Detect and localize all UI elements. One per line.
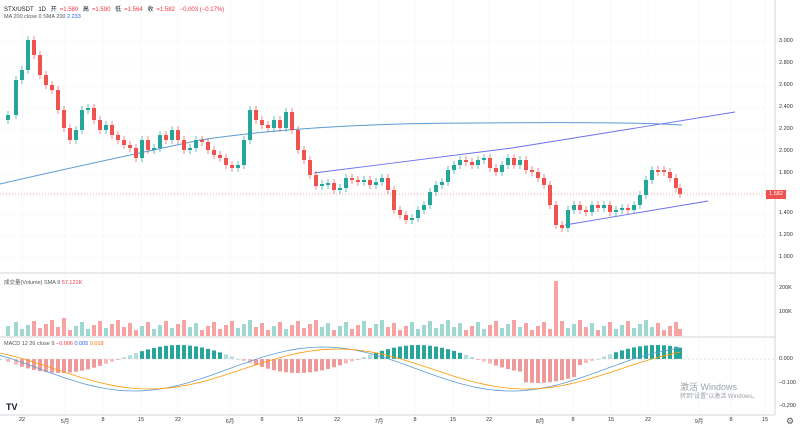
symbol-name[interactable]: STX/USDT — [4, 7, 34, 13]
time-tick: 5月 — [60, 419, 70, 425]
macd-hist-value: −0.006 — [55, 341, 73, 347]
time-tick: 15 — [761, 417, 769, 423]
time-tick: 8 — [101, 417, 105, 423]
interval-label[interactable]: 1D — [38, 7, 47, 13]
time-tick: 8 — [260, 417, 264, 423]
close-label: 收 — [147, 7, 154, 13]
macd-histogram-series — [0, 345, 682, 383]
price-tick: 3.000 — [779, 38, 793, 44]
trendline-lower — [564, 200, 709, 226]
change-value: −0.003 (−0.17%) — [179, 7, 225, 13]
time-tick: 22 — [174, 417, 182, 423]
ma-legend[interactable]: MA 200 close 0 SMA 200 2.233 — [4, 14, 81, 20]
open-label: 开 — [50, 7, 57, 13]
price-tick: 1.800 — [779, 170, 793, 176]
trendline-upper-right — [511, 111, 736, 149]
price-tick: 1.000 — [779, 254, 793, 260]
volume-legend[interactable]: 成交量(Volume) SMA 9 57.121K — [4, 278, 82, 286]
price-tick: 1.400 — [779, 210, 793, 216]
price-tick: 2.600 — [779, 82, 793, 88]
time-tick: 6月 — [225, 419, 235, 425]
time-tick: 15 — [449, 417, 457, 423]
time-tick: 15 — [607, 417, 615, 423]
time-tick: 7月 — [374, 419, 384, 425]
time-tick: 15 — [296, 417, 304, 423]
current-price-tag: 1.582 — [766, 190, 786, 199]
low-label: 低 — [115, 7, 122, 13]
macd-signal-value: 0.018 — [89, 341, 104, 347]
trendline-upper-left — [313, 147, 513, 174]
candlestick-series — [6, 36, 682, 232]
high-value: =1.590 — [91, 7, 111, 13]
price-tick: 2.800 — [779, 60, 793, 66]
macd-label: MACD 12 26 close 9 — [4, 341, 55, 347]
low-value: =1.564 — [124, 7, 143, 13]
price-tick: 2.000 — [779, 148, 793, 154]
watermark-title: 激活 Windows — [680, 382, 738, 392]
time-tick: 8 — [729, 417, 733, 423]
time-tick: 15 — [137, 417, 145, 423]
macd-legend[interactable]: MACD 12 26 close 9 −0.006 0.005 0.018 — [4, 341, 104, 347]
time-tick: 8 — [413, 417, 417, 423]
volume-series — [6, 281, 682, 336]
volume-value: 57.121K — [61, 280, 83, 286]
ma-value: 2.233 — [67, 14, 81, 20]
symbol-legend[interactable]: STX/USDT 1D 开 =1.580 高 =1.590 低 =1.564 收 =1.… — [4, 4, 227, 13]
watermark-subtitle: 转到"设置"以激活 Windows。 — [680, 394, 759, 400]
ma-label: MA 200 close 0 SMA 200 — [4, 14, 66, 20]
gear-icon[interactable]: ⚙ — [786, 416, 795, 426]
close-value: =1.582 — [156, 7, 175, 13]
macd-value: 0.005 — [74, 341, 89, 347]
price-tick: 1.200 — [779, 232, 793, 238]
volume-label: 成交量(Volume) SMA 9 — [4, 280, 61, 286]
windows-activation-watermark: 激活 Windows 转到"设置"以激活 Windows。 — [680, 382, 758, 402]
time-tick: 22 — [333, 417, 341, 423]
time-tick: 22 — [644, 417, 652, 423]
macd-tick: −0.200 — [779, 403, 796, 409]
open-value: =1.580 — [59, 7, 79, 13]
macd-tick: 0.000 — [779, 356, 793, 362]
tradingview-logo-icon[interactable]: TV — [6, 402, 18, 412]
ma200-line — [0, 122, 683, 185]
time-tick: 9月 — [694, 419, 704, 425]
price-tick: 2.400 — [779, 104, 793, 110]
macd-tick: −0.100 — [779, 380, 796, 386]
macd-line — [0, 346, 681, 392]
time-tick: 8 — [571, 417, 575, 423]
time-tick: 8月 — [535, 419, 545, 425]
time-tick: 22 — [485, 417, 493, 423]
high-label: 高 — [82, 7, 89, 13]
price-tick: 2.200 — [779, 126, 793, 132]
time-tick: 22 — [18, 417, 26, 423]
signal-line — [0, 348, 681, 390]
volume-tick: 100K — [779, 309, 792, 315]
volume-tick: 200K — [779, 285, 792, 291]
